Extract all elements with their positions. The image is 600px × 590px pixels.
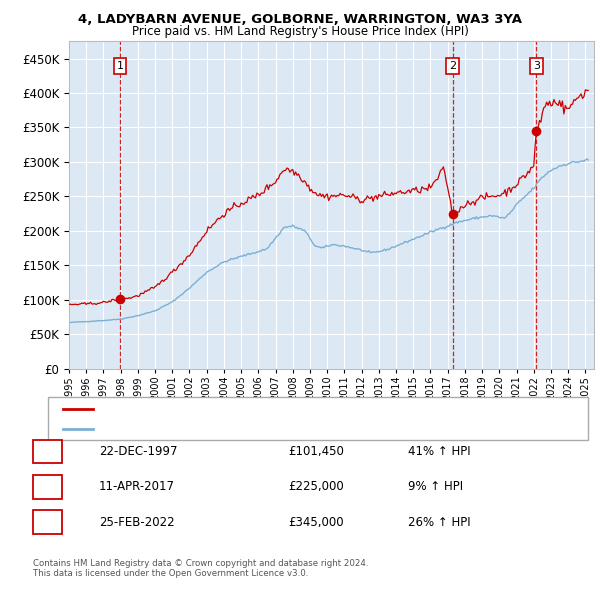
Text: 22-DEC-1997: 22-DEC-1997	[99, 445, 178, 458]
Text: £101,450: £101,450	[288, 445, 344, 458]
Text: £345,000: £345,000	[288, 516, 344, 529]
Text: HPI: Average price, detached house, Wigan: HPI: Average price, detached house, Wiga…	[97, 424, 308, 434]
Text: 1: 1	[43, 445, 52, 458]
Text: 4, LADYBARN AVENUE, GOLBORNE, WARRINGTON, WA3 3YA (detached house): 4, LADYBARN AVENUE, GOLBORNE, WARRINGTON…	[97, 404, 479, 414]
Text: This data is licensed under the Open Government Licence v3.0.: This data is licensed under the Open Gov…	[33, 569, 308, 578]
Text: 11-APR-2017: 11-APR-2017	[99, 480, 175, 493]
Text: 3: 3	[533, 61, 540, 71]
Text: 41% ↑ HPI: 41% ↑ HPI	[408, 445, 470, 458]
Text: 4, LADYBARN AVENUE, GOLBORNE, WARRINGTON, WA3 3YA: 4, LADYBARN AVENUE, GOLBORNE, WARRINGTON…	[78, 13, 522, 26]
Text: 26% ↑ HPI: 26% ↑ HPI	[408, 516, 470, 529]
Text: 2: 2	[43, 480, 52, 493]
Text: £225,000: £225,000	[288, 480, 344, 493]
Text: Contains HM Land Registry data © Crown copyright and database right 2024.: Contains HM Land Registry data © Crown c…	[33, 559, 368, 568]
Text: 2: 2	[449, 61, 456, 71]
Text: 3: 3	[43, 516, 52, 529]
Text: 25-FEB-2022: 25-FEB-2022	[99, 516, 175, 529]
Text: 1: 1	[116, 61, 124, 71]
Text: Price paid vs. HM Land Registry's House Price Index (HPI): Price paid vs. HM Land Registry's House …	[131, 25, 469, 38]
Text: 9% ↑ HPI: 9% ↑ HPI	[408, 480, 463, 493]
